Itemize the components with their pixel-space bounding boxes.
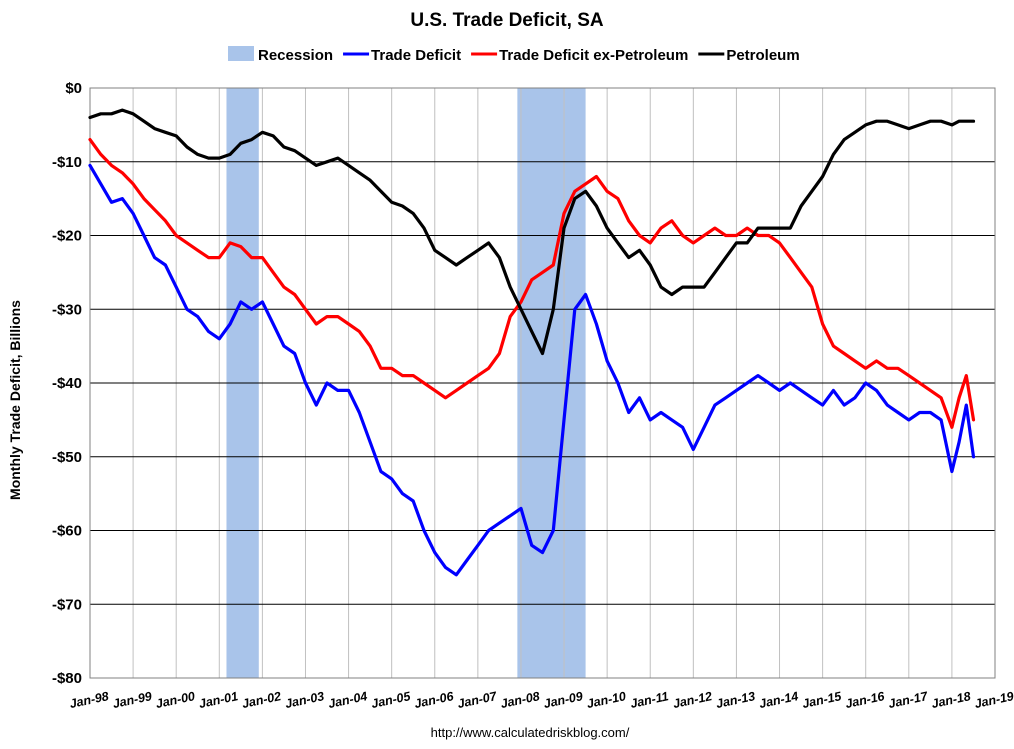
y-tick-label: -$40 — [52, 375, 82, 392]
x-tick-label: Jan-09 — [542, 689, 584, 711]
x-tick-label: Jan-15 — [801, 689, 844, 711]
x-tick-label: Jan-00 — [155, 689, 197, 711]
series-line — [88, 163, 976, 577]
x-tick-label: Jan-13 — [715, 689, 757, 711]
x-tick-label: Jan-07 — [456, 689, 499, 711]
x-tick-label: Jan-03 — [284, 689, 326, 711]
x-tick-label: Jan-10 — [585, 689, 627, 711]
series-line — [88, 108, 976, 356]
series-line — [88, 138, 976, 429]
legend-label: Recession — [258, 47, 333, 64]
y-tick-label: -$10 — [52, 154, 82, 171]
source-label: http://www.calculatedriskblog.com/ — [431, 725, 630, 740]
legend-label: Petroleum — [726, 47, 799, 64]
y-tick-label: -$60 — [52, 523, 82, 540]
y-tick-label: -$70 — [52, 596, 82, 613]
y-tick-label: $0 — [65, 80, 82, 97]
x-tick-label: Jan-16 — [844, 689, 887, 711]
x-tick-label: Jan-12 — [672, 689, 714, 711]
legend: Recession Trade Deficit Trade Deficit ex-P… — [228, 46, 800, 64]
x-tick-label: Jan-06 — [413, 689, 456, 711]
x-tick-label: Jan-11 — [629, 689, 670, 711]
y-tick-label: -$50 — [52, 449, 82, 466]
x-tick-label: Jan-01 — [198, 689, 240, 711]
plot-area: $0 -$10 -$20 -$30 -$40 -$50 -$60 -$70 -$80 Jan-98… — [52, 80, 1014, 711]
legend-label: Trade Deficit — [371, 47, 461, 64]
x-tick-label: Jan-08 — [499, 689, 541, 711]
x-tick-label: Jan-02 — [241, 689, 283, 711]
x-tick-label: Jan-18 — [930, 689, 972, 711]
x-tick-label: Jan-19 — [973, 689, 1014, 711]
legend-label: Trade Deficit ex-Petroleum — [499, 47, 688, 64]
x-tick-label: Jan-99 — [111, 689, 153, 711]
x-tick-label: Jan-98 — [68, 689, 110, 711]
y-tick-label: -$20 — [52, 228, 82, 245]
y-axis-label: Monthly Trade Deficit, Billions — [7, 300, 23, 500]
x-tick-label: Jan-05 — [370, 689, 413, 711]
x-tick-label: Jan-14 — [758, 689, 800, 711]
y-tick-label: -$80 — [52, 670, 82, 687]
chart-title: U.S. Trade Deficit, SA — [410, 10, 603, 31]
plot-border — [89, 87, 996, 679]
x-tick-label: Jan-17 — [887, 689, 930, 711]
legend-swatch — [228, 46, 254, 61]
x-tick-label: Jan-04 — [327, 689, 369, 711]
y-tick-label: -$30 — [52, 301, 82, 318]
